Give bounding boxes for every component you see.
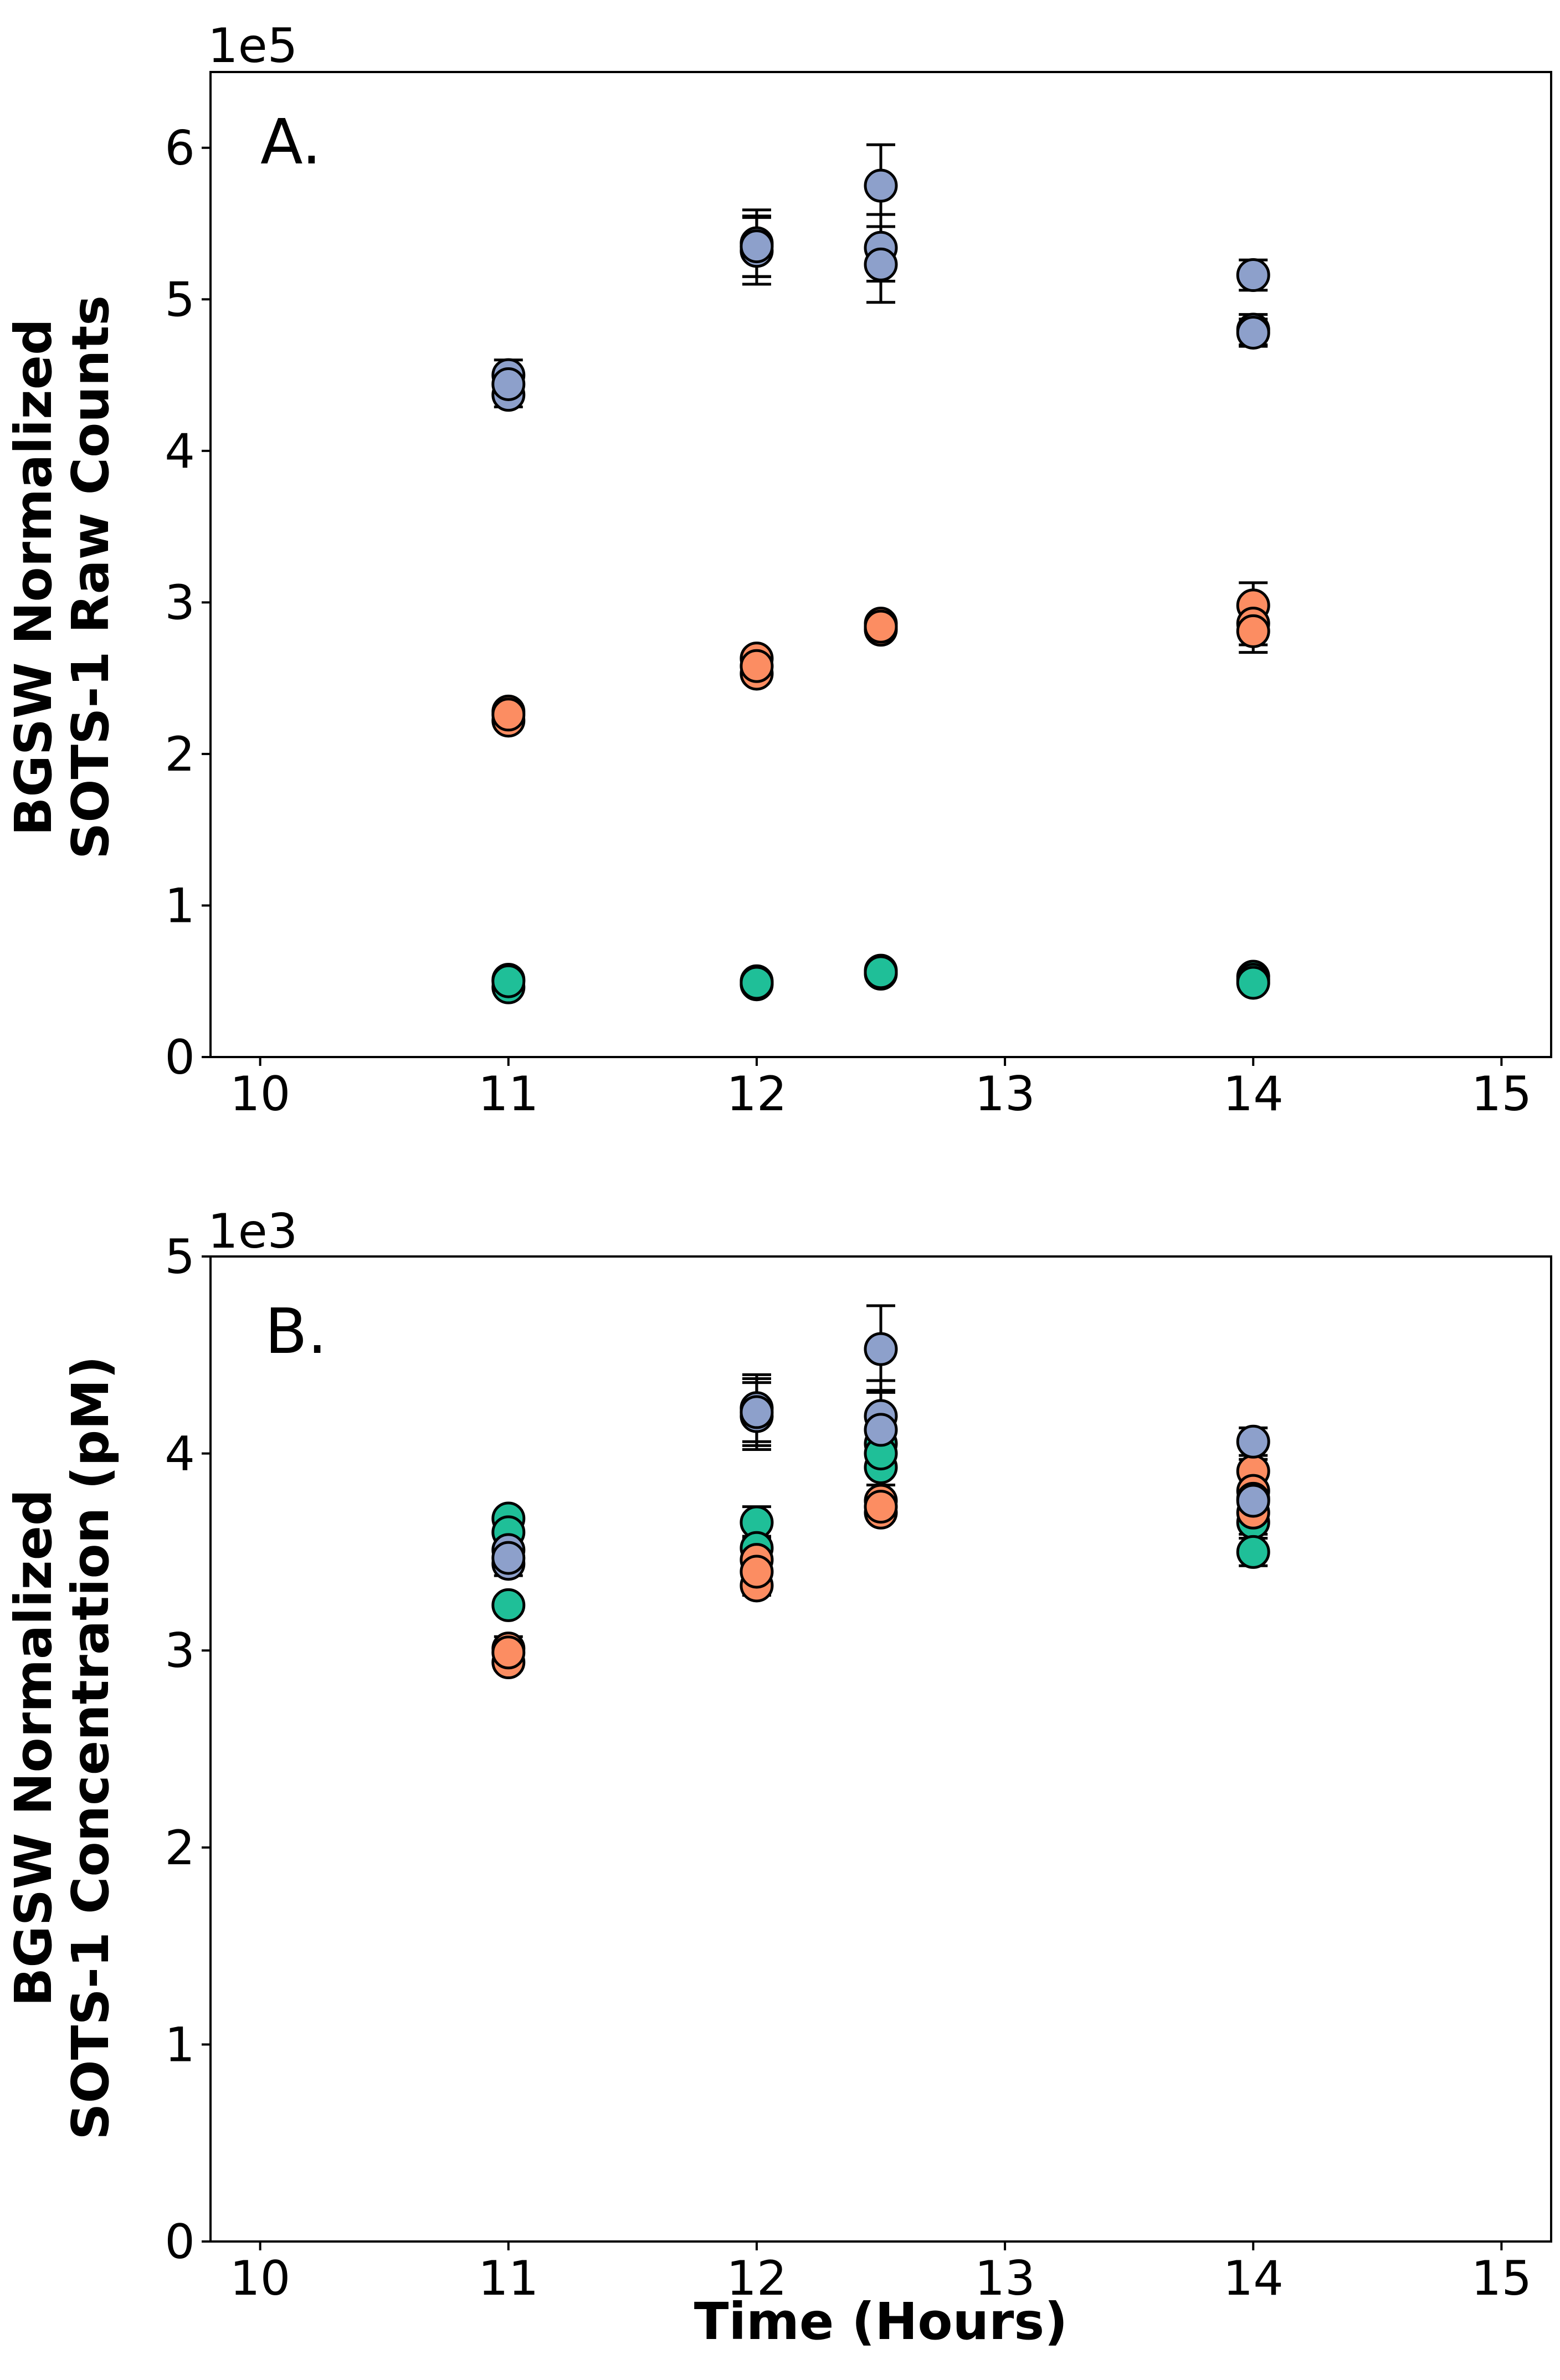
panel-a-point-green: [491, 964, 526, 998]
panel-a-x-tick-label: 14: [1223, 1066, 1284, 1122]
panel-a-y-tick-label: 2: [165, 727, 195, 782]
panel-a-marks: [491, 143, 1270, 1004]
panel-b-point-blue: [491, 1541, 526, 1575]
panel-b-x-tick-label: 12: [726, 2251, 787, 2306]
panel-a-frame: [209, 71, 1552, 1058]
panel-a-y-tick-label: 4: [165, 424, 195, 479]
panel-b-point-blue: [1236, 1484, 1270, 1518]
panel-b-point-blue: [864, 1332, 898, 1366]
panel-a-x-tick-label: 15: [1471, 1066, 1532, 1122]
panel-a-point-blue: [864, 168, 898, 203]
panel-b-point-orange: [740, 1555, 774, 1589]
panel-b-x-tick-label: 11: [478, 2251, 538, 2306]
panel-a-y-offset-text: 1e5: [208, 18, 297, 74]
panel-b-y-tick-label: 2: [165, 1820, 195, 1876]
panel-a-x-tick-label: 13: [974, 1066, 1035, 1122]
panel-b-y-tick-label: 0: [165, 2214, 195, 2270]
panel-a-x-tick-label: 10: [230, 1066, 290, 1122]
panel-b-point-orange: [864, 1490, 898, 1524]
panel-b-point-blue: [864, 1413, 898, 1447]
panel-a-point-orange: [1236, 614, 1270, 648]
panel-a-y-tick-label: 3: [165, 575, 195, 630]
panel-a-point-green: [740, 966, 774, 1000]
panel-a-y-axis-label-line2: SOTS-1 Raw Counts: [61, 295, 120, 859]
panel-b-marks: [491, 1304, 1270, 1680]
panel-b-point-blue: [1236, 1424, 1270, 1459]
panel-a-point-blue: [864, 247, 898, 281]
panel-b-label: B.: [265, 1296, 327, 1368]
panel-b-x-tick-label: 14: [1223, 2251, 1284, 2306]
panel-b-x-tick-label: 13: [974, 2251, 1035, 2306]
panel-b-x-tick-label: 10: [230, 2251, 290, 2306]
panel-b-y-tick-label: 3: [165, 1623, 195, 1679]
panel-b-y-tick-label: 1: [165, 2017, 195, 2073]
panel-a-point-orange: [740, 649, 774, 683]
panel-a-point-green: [1236, 966, 1270, 1000]
panel-b-point-green: [1236, 1535, 1270, 1569]
panel-a-y-tick-label: 1: [165, 878, 195, 933]
panel-a-label: A.: [260, 106, 321, 178]
panel-b-y-tick-label: 5: [165, 1229, 195, 1285]
panel-b-frame: [209, 1255, 1552, 2243]
panel-b-point-blue: [740, 1395, 774, 1429]
panel-b-y-tick-label: 4: [165, 1427, 195, 1482]
panel-b-x-axis-label: Time (Hours): [694, 2292, 1068, 2351]
panel-b-y-offset-text: 1e3: [208, 1204, 297, 1259]
panel-b-y-axis-label-line2: SOTS-1 Concentration (pM): [61, 1356, 120, 2140]
panel-a-point-blue: [491, 367, 526, 401]
panel-a-y-tick-label: 6: [165, 121, 195, 176]
panel-b-point-green: [491, 1588, 526, 1622]
panel-a-x-tick-label: 12: [726, 1066, 787, 1122]
panel-a-point-orange: [491, 697, 526, 732]
panel-a-y-axis-label-line1: BGSW Normalized: [4, 319, 63, 836]
panel-a: BGSW Normalized SOTS-1 Raw Counts 1e5 A.…: [4, 18, 1552, 1122]
panel-b: BGSW Normalized SOTS-1 Concentration (pM…: [4, 1204, 1552, 2351]
panel-a-point-orange: [864, 609, 898, 644]
panel-a-point-green: [864, 955, 898, 989]
panel-a-point-blue: [1236, 315, 1270, 350]
panel-a-x-tick-label: 11: [478, 1066, 538, 1122]
panel-b-point-orange: [491, 1635, 526, 1670]
panel-a-y-tick-label: 0: [165, 1030, 195, 1085]
panel-a-point-blue: [740, 229, 774, 264]
panel-a-point-blue: [1236, 258, 1270, 293]
panel-b-y-axis-label-line1: BGSW Normalized: [4, 1489, 63, 2007]
panel-b-x-tick-label: 15: [1471, 2251, 1532, 2306]
panel-a-y-tick-label: 5: [165, 272, 195, 327]
